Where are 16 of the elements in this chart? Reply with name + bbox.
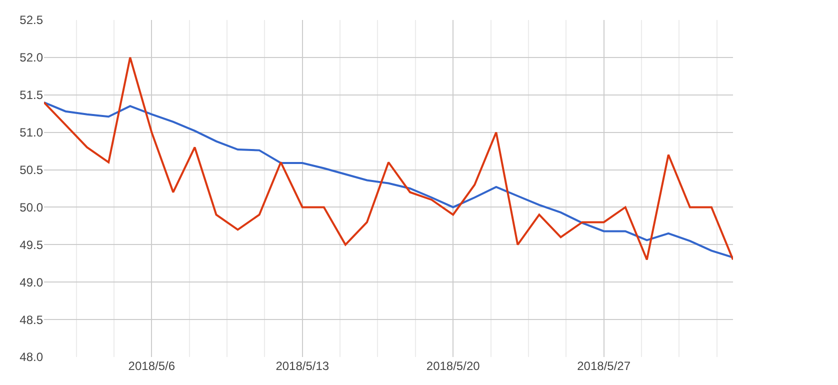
x-tick-label: 2018/5/13: [276, 359, 330, 373]
y-tick-label: 51.5: [20, 88, 44, 102]
y-tick-label: 52.5: [20, 13, 44, 28]
y-tick-label: 48.5: [20, 312, 44, 327]
x-tick-label: 2018/5/20: [426, 359, 480, 373]
y-tick-label: 50.5: [20, 162, 44, 177]
y-tick-label: 48.0: [20, 350, 44, 364]
line-series: [44, 101, 733, 258]
y-tick-label: 50.0: [20, 200, 44, 214]
x-tick-label: 2018/5/6: [128, 359, 176, 373]
y-tick-label: 49.5: [20, 238, 44, 252]
x-tick-label: 2018/5/27: [577, 359, 631, 373]
y-tick-label: 51.0: [20, 126, 44, 140]
line-series: [44, 56, 733, 261]
y-tick-label: 52.0: [20, 50, 44, 65]
y-tick-label: 49.0: [20, 275, 44, 290]
